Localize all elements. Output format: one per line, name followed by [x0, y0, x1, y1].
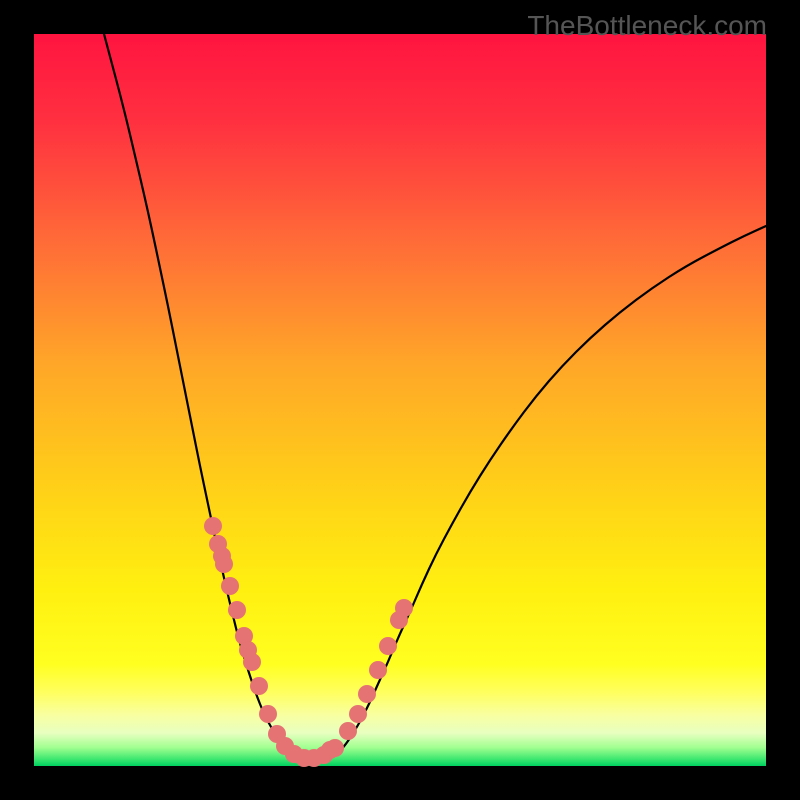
- data-bead: [379, 637, 397, 655]
- data-bead: [204, 517, 222, 535]
- chart-frame: TheBottleneck.com: [0, 0, 800, 800]
- data-bead: [239, 641, 257, 659]
- data-bead: [339, 722, 357, 740]
- data-bead: [321, 741, 339, 759]
- data-bead: [250, 677, 268, 695]
- data-bead: [228, 601, 246, 619]
- data-bead: [221, 577, 239, 595]
- beads-layer: [34, 34, 766, 766]
- data-bead: [259, 705, 277, 723]
- data-bead: [358, 685, 376, 703]
- data-bead: [213, 547, 231, 565]
- data-bead: [395, 599, 413, 617]
- data-bead: [369, 661, 387, 679]
- plot-area: [34, 34, 766, 766]
- watermark-text: TheBottleneck.com: [527, 10, 767, 42]
- data-bead: [349, 705, 367, 723]
